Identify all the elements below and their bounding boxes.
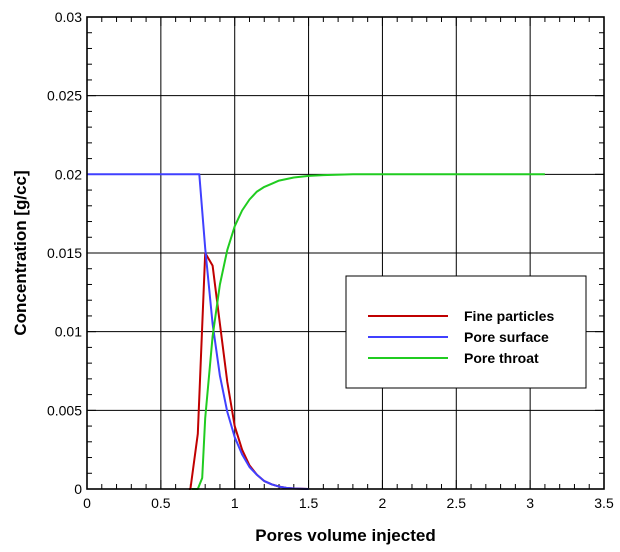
x-tick-labels: 0 0.5 1 1.5 2 2.5 3 3.5 xyxy=(83,495,614,511)
series-lines xyxy=(87,173,545,490)
series-line-pore-throat xyxy=(191,173,545,490)
legend-entries: Fine particles Pore surface Pore throat xyxy=(368,308,554,366)
y-axis-title: Concentration [g/cc] xyxy=(11,170,30,335)
y-tick-labels: 0 0.005 0.01 0.015 0.02 0.025 0.03 xyxy=(47,9,82,497)
plot-frame xyxy=(86,16,605,490)
x-tick-label: 1.5 xyxy=(299,495,319,511)
x-tick-label: 3.5 xyxy=(594,495,614,511)
legend-box xyxy=(345,275,587,389)
y-tick-label: 0.025 xyxy=(47,88,82,104)
y-tick-label: 0.015 xyxy=(47,245,82,261)
x-tick-label: 0.5 xyxy=(151,495,171,511)
x-tick-label: 2.5 xyxy=(447,495,467,511)
x-tick-label: 3 xyxy=(526,495,534,511)
legend-label-fine-particles: Fine particles xyxy=(464,308,554,324)
x-axis-title: Pores volume injected xyxy=(255,526,435,545)
grid-lines xyxy=(87,17,604,489)
y-tick-label: 0.02 xyxy=(55,166,82,182)
x-tick-label: 1 xyxy=(231,495,239,511)
legend-label-pore-throat: Pore throat xyxy=(464,350,539,366)
x-tick-label: 2 xyxy=(379,495,387,511)
series-line-fine-particles xyxy=(188,252,309,490)
series-line-pore-surface xyxy=(87,173,309,490)
y-tick-label: 0.01 xyxy=(55,324,82,340)
legend: Fine particles Pore surface Pore throat xyxy=(345,275,587,389)
y-tick-label: 0.005 xyxy=(47,402,82,418)
legend-label-pore-surface: Pore surface xyxy=(464,329,549,345)
x-tick-label: 0 xyxy=(83,495,91,511)
y-tick-label: 0.03 xyxy=(55,9,82,25)
y-tick-label: 0 xyxy=(74,481,82,497)
